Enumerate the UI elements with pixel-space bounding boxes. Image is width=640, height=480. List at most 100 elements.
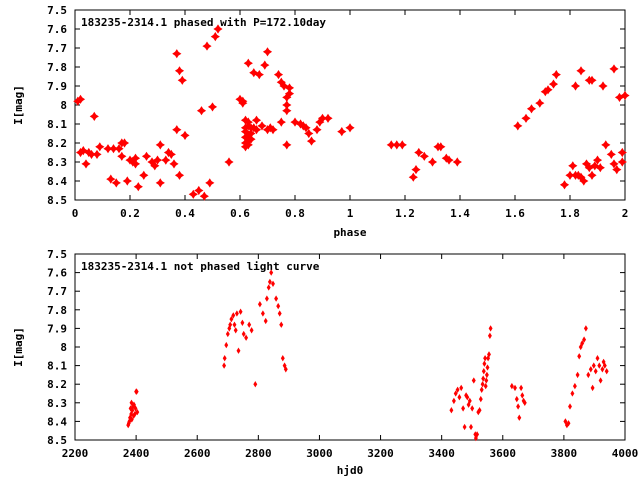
phase-point [444, 155, 454, 165]
hjd-point [279, 321, 284, 328]
hjd-point [269, 269, 274, 276]
phase-point [257, 121, 267, 131]
hjd-point [132, 401, 136, 408]
hjd-point [132, 410, 137, 418]
phase-point [452, 157, 462, 167]
hjd-point [482, 360, 487, 367]
phase-point [345, 123, 355, 133]
phase-point [243, 140, 253, 150]
phase-point [152, 155, 163, 165]
phase-point [169, 159, 179, 169]
hjd-point [467, 397, 472, 405]
hjd-point [228, 321, 233, 328]
phase-point [246, 134, 256, 144]
hjd-point [224, 341, 229, 349]
hjd-point [271, 280, 275, 287]
plot-title: 183235-2314.1 phased with P=172.10day [81, 16, 326, 29]
phase-point [180, 130, 190, 140]
hjd-point [590, 384, 595, 392]
x-tick-label: 1.8 [560, 207, 580, 220]
phase-point [386, 140, 396, 150]
phase-point [601, 140, 611, 150]
phase-point [141, 151, 152, 161]
y-tick-label: 8.4 [47, 415, 67, 428]
hjd-point [517, 414, 522, 421]
x-tick-label: 0 [72, 207, 79, 220]
phase-point [95, 142, 105, 152]
hjd-point [577, 353, 582, 360]
phase-point [612, 164, 622, 175]
hjd-point [566, 420, 571, 427]
hjd-point [264, 295, 269, 302]
phase-point [133, 182, 143, 192]
hjd-point [459, 384, 464, 392]
y-tick-label: 8.1 [47, 118, 67, 131]
x-tick-label: 0.4 [175, 207, 195, 220]
phase-point [106, 174, 116, 184]
phase-point [312, 125, 322, 135]
phase-point [103, 144, 113, 154]
y-tick-label: 7.6 [47, 23, 67, 36]
phase-point [595, 163, 605, 173]
phase-point [122, 176, 132, 186]
phase-point [260, 60, 270, 70]
phase-point [251, 115, 262, 125]
hjd-point [575, 371, 580, 379]
phase-point [579, 176, 589, 186]
hjd-point [233, 327, 238, 334]
phase-point [254, 69, 264, 80]
phase-point [301, 123, 311, 133]
phase-point [188, 189, 198, 199]
plot-title: 183235-2314.1 not phased light curve [81, 260, 320, 273]
phase-point [111, 178, 121, 188]
phase-point [166, 149, 176, 160]
hjd-point [485, 364, 490, 371]
hjd-point [604, 368, 609, 375]
hjd-point [457, 394, 462, 401]
hjd-point [568, 403, 572, 410]
y-tick-label: 7.9 [47, 322, 67, 335]
phase-point [436, 142, 446, 152]
hjd-point [600, 366, 605, 373]
x-tick-label: 3600 [490, 447, 517, 460]
phase-point [238, 98, 248, 108]
phase-point [427, 157, 438, 167]
hjd-point [516, 403, 521, 410]
phase-point [81, 159, 91, 169]
hjd-point [469, 423, 473, 431]
hjd-point [449, 407, 454, 414]
phase-point [205, 178, 215, 188]
hjd-point [127, 418, 132, 425]
hjd-point [274, 295, 279, 302]
phase-point [587, 75, 597, 85]
y-tick-label: 8.3 [47, 397, 67, 410]
phase-point [199, 191, 209, 201]
phase-point [282, 106, 292, 116]
phase-point [414, 147, 424, 158]
phase-point [172, 49, 182, 59]
hjd-point [582, 336, 587, 343]
phased-light-curve-plot: 0 0.2 0.4 0.6 0.8 1 1.2 1.4 1.6 1.8 2 7.5 7.6 7.7 7.8 7… [12, 4, 630, 239]
hjd-point [134, 388, 139, 395]
hjd-point [453, 390, 458, 397]
hjd-point [570, 390, 575, 397]
y-tick-label: 8.3 [47, 156, 67, 169]
phase-point [304, 128, 314, 139]
phase-point [397, 140, 407, 150]
hjd-point [249, 327, 254, 334]
phase-point [548, 79, 559, 89]
hjd-point [240, 319, 245, 326]
hjd-point [276, 302, 281, 310]
hjd-point [234, 310, 239, 317]
x-tick-label: 2200 [62, 447, 89, 460]
hjd-point [455, 386, 460, 393]
x-tick-label: 1.2 [395, 207, 415, 220]
phase-point [196, 106, 207, 116]
hjd-point [462, 423, 467, 431]
y-tick-label: 8.2 [47, 137, 67, 150]
phase-point [306, 136, 317, 146]
hjd-point [244, 334, 249, 341]
hjd-point [129, 399, 134, 406]
phase-point [224, 157, 234, 167]
